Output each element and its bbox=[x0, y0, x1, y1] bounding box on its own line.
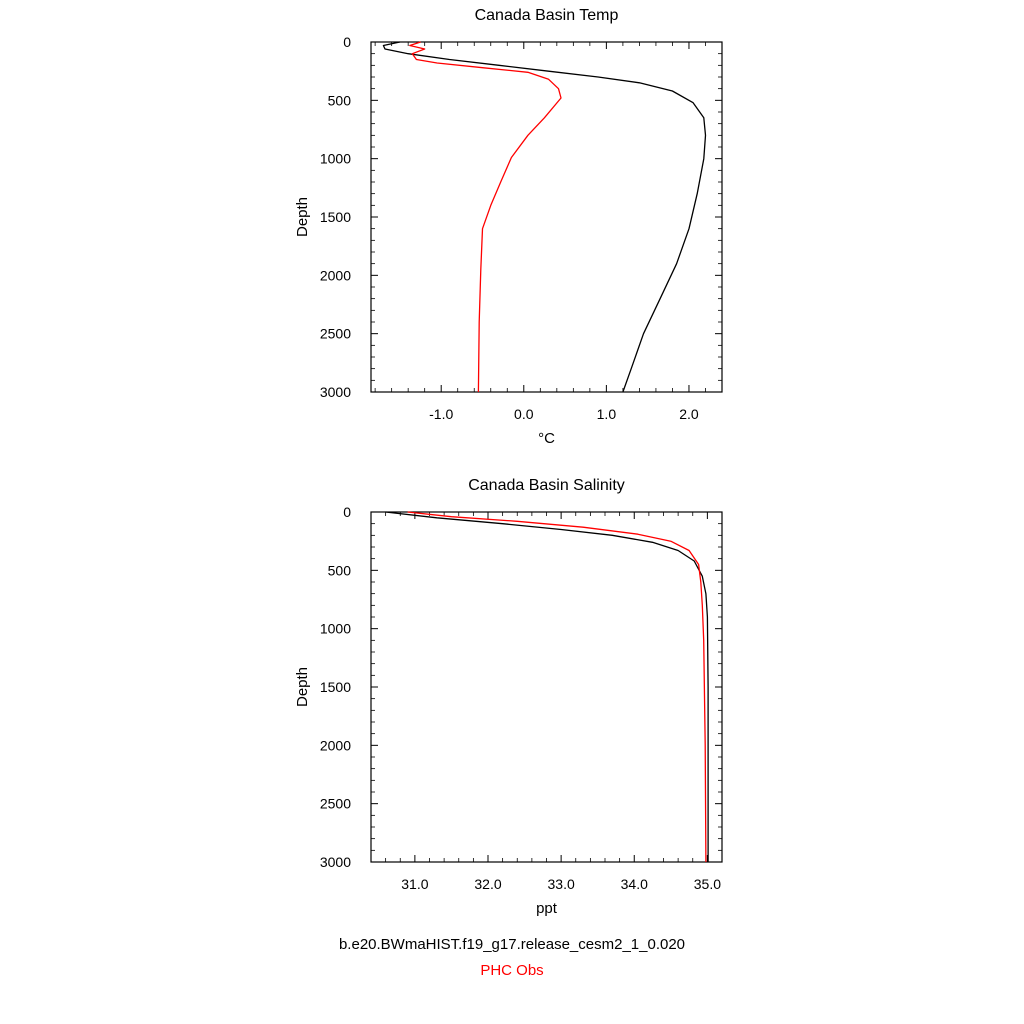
chart2-ytick-label: 1500 bbox=[320, 679, 351, 695]
chart1-ytick-label: 0 bbox=[343, 34, 351, 50]
chart2-ytick-label: 2500 bbox=[320, 796, 351, 812]
chart1-ytick-label: 2000 bbox=[320, 267, 351, 283]
chart2-xtick-label: 35.0 bbox=[694, 876, 721, 892]
chart1-xtick-label: 2.0 bbox=[679, 406, 699, 422]
chart1-series-obs-line bbox=[409, 41, 562, 393]
chart2-ytick-label: 3000 bbox=[320, 854, 351, 870]
chart2-xtick-label: 31.0 bbox=[401, 876, 428, 892]
chart2-y-axis-label: Depth bbox=[294, 667, 311, 707]
chart1-ytick-label: 500 bbox=[328, 92, 352, 108]
chart1-ytick-label: 3000 bbox=[320, 384, 351, 400]
chart2-xtick-label: 32.0 bbox=[474, 876, 501, 892]
chart1-title: Canada Basin Temp bbox=[475, 7, 619, 24]
temp-chart: Canada Basin Temp 0 500 1000 1500 2000 2500 300… bbox=[294, 7, 723, 447]
chart1-xtick-label: -1.0 bbox=[429, 406, 453, 422]
chart2-ytick-label: 2000 bbox=[320, 737, 351, 753]
chart2-plot-frame bbox=[370, 511, 723, 863]
chart1-xtick-label: 0.0 bbox=[514, 406, 534, 422]
chart2-ytick-label: 500 bbox=[328, 562, 352, 578]
chart1-ytick-label: 2500 bbox=[320, 326, 351, 342]
chart1-y-axis-label: Depth bbox=[294, 197, 311, 237]
chart1-xtick-label: 1.0 bbox=[597, 406, 617, 422]
chart1-series-model-line bbox=[382, 41, 707, 393]
chart1-ytick-label: 1000 bbox=[320, 151, 351, 167]
chart1-ytick-label: 1500 bbox=[320, 209, 351, 225]
chart2-ytick-label: 1000 bbox=[320, 621, 351, 637]
chart2-title: Canada Basin Salinity bbox=[468, 477, 625, 494]
chart2-series-model-line bbox=[385, 511, 709, 862]
legend-model-label: b.e20.BWmaHIST.f19_g17.release_cesm2_1_0… bbox=[338, 936, 686, 953]
chart2-xtick-label: 34.0 bbox=[621, 876, 648, 892]
chart2-series-obs-line bbox=[407, 511, 707, 863]
chart1-x-axis-label: °C bbox=[538, 430, 555, 447]
chart2-xtick-label: 33.0 bbox=[548, 876, 575, 892]
chart2-ytick-label: 0 bbox=[343, 504, 351, 520]
chart1-plot-frame bbox=[370, 41, 723, 393]
legend-obs-label: PHC Obs bbox=[480, 962, 544, 979]
chart2-x-axis-label: ppt bbox=[536, 900, 558, 917]
salinity-chart: Canada Basin Salinity 0 500 1000 1500 2000 250… bbox=[294, 477, 723, 917]
